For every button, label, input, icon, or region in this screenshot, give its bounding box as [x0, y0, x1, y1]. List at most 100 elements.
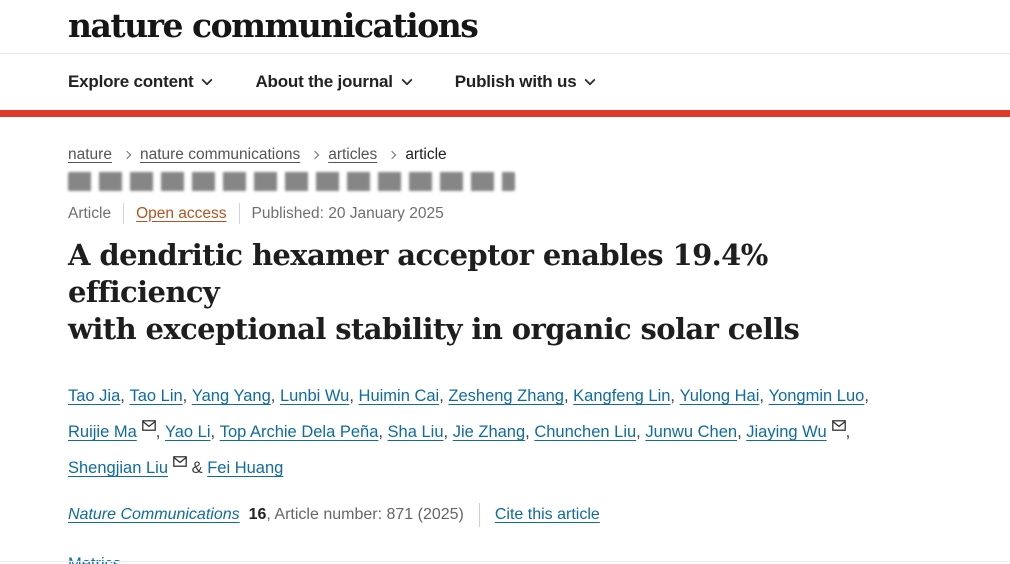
- author: Chunchen Liu,: [534, 423, 645, 441]
- author: Ruijie Ma,: [68, 420, 165, 441]
- chevron-down-icon: [584, 73, 597, 86]
- author: Top Archie Dela Peña,: [220, 423, 388, 441]
- author-separator: ,: [636, 423, 646, 441]
- article-title-line2: with exceptional stability in organic so…: [68, 312, 800, 346]
- author-separator: ,: [120, 387, 130, 405]
- breadcrumb-link[interactable]: articles: [328, 146, 378, 163]
- author-separator: ,: [349, 387, 359, 405]
- divider: [123, 203, 125, 224]
- nav-item-label: About the journal: [255, 72, 393, 91]
- nav-item[interactable]: Publish with us: [454, 72, 597, 92]
- author-link[interactable]: Kangfeng Lin: [573, 387, 671, 405]
- breadcrumb-item: nature communications: [140, 146, 328, 164]
- author-link[interactable]: Top Archie Dela Peña: [219, 423, 379, 441]
- author-separator: ,: [378, 423, 388, 441]
- author: Tao Lin,: [129, 387, 191, 405]
- cite-this-article-link[interactable]: Cite this article: [494, 506, 600, 523]
- author-link[interactable]: Junwu Chen: [645, 423, 738, 441]
- breadcrumb: nature nature communications articles ar…: [68, 146, 942, 164]
- nav-item-label: Publish with us: [454, 72, 577, 91]
- breadcrumb-item: nature: [68, 146, 140, 164]
- author: Zesheng Zhang,: [448, 387, 573, 405]
- author-link[interactable]: Yang Yang: [191, 387, 271, 405]
- email-envelope-icon[interactable]: [173, 444, 187, 480]
- metrics-link[interactable]: Metrics: [68, 555, 122, 564]
- author-link[interactable]: Shengjian Liu: [68, 459, 168, 477]
- breadcrumb-link[interactable]: nature communications: [139, 146, 301, 163]
- author-separator: ,: [155, 423, 165, 441]
- author-separator: ,: [864, 387, 869, 405]
- author: Huimin Cai,: [359, 387, 449, 405]
- article-meta-row: Article Open access Published: 20 Januar…: [68, 203, 942, 224]
- author: Yao Li,: [165, 423, 220, 441]
- author: Kangfeng Lin,: [573, 387, 679, 405]
- author: Yongmin Luo,: [769, 387, 869, 405]
- author-link[interactable]: Tao Lin: [129, 387, 183, 405]
- author-link[interactable]: Fei Huang: [207, 459, 284, 477]
- main-nav: Explore content About the journal Publis…: [0, 54, 1010, 110]
- author-separator: ,: [563, 387, 574, 405]
- chevron-right-icon: [310, 150, 320, 160]
- article-title-line1: A dendritic hexamer acceptor enables 19.…: [68, 238, 768, 309]
- author-separator: ,: [737, 423, 747, 441]
- divider: [238, 203, 240, 224]
- article-number-text: , Article number: 871 (2025): [266, 506, 464, 523]
- author: Jie Zhang,: [453, 423, 535, 441]
- open-access-link[interactable]: Open access: [136, 204, 227, 222]
- author-link[interactable]: Sha Liu: [387, 423, 444, 441]
- chevron-down-icon: [401, 73, 413, 86]
- author-separator: ,: [670, 387, 680, 405]
- author: Yang Yang,: [192, 387, 280, 405]
- breadcrumb-link[interactable]: article: [405, 146, 447, 163]
- article-title: A dendritic hexamer acceptor enables 19.…: [68, 237, 928, 348]
- citation-row: Nature Communications 16 , Article numbe…: [68, 503, 942, 527]
- author-link[interactable]: Jie Zhang: [452, 423, 526, 441]
- published-date: Published: 20 January 2025: [251, 204, 444, 222]
- bottom-divider: [0, 561, 1010, 562]
- nav-item[interactable]: About the journal: [255, 72, 413, 92]
- nav-item-label: Explore content: [68, 72, 194, 91]
- author-separator: ,: [439, 387, 449, 405]
- author-link[interactable]: Chunchen Liu: [534, 423, 637, 441]
- author: Junwu Chen,: [645, 423, 746, 441]
- author-separator: ,: [182, 387, 192, 405]
- author-link[interactable]: Tao Jia: [68, 387, 121, 405]
- divider: [478, 503, 480, 527]
- author-link[interactable]: Jiaying Wu: [746, 423, 827, 441]
- journal-logo[interactable]: nature communications: [68, 6, 479, 45]
- author-link[interactable]: Ruijie Ma: [68, 423, 137, 441]
- author: Shengjian Liu &: [68, 456, 207, 477]
- author-link[interactable]: Huimin Cai: [358, 387, 440, 405]
- author-link[interactable]: Yao Li: [164, 423, 211, 441]
- author-link[interactable]: Yulong Hai: [679, 387, 760, 405]
- author: Jiaying Wu,: [746, 420, 851, 441]
- journal-link[interactable]: Nature Communications: [68, 506, 240, 523]
- author: Fei Huang: [207, 459, 283, 477]
- author-link[interactable]: Zesheng Zhang: [448, 387, 564, 405]
- author: Yulong Hai,: [680, 387, 769, 405]
- breadcrumb-item: article: [405, 146, 446, 164]
- author-link[interactable]: Yongmin Luo: [768, 387, 865, 405]
- main-content: nature nature communications articles ar…: [0, 146, 1010, 564]
- breadcrumb-item: articles: [328, 146, 405, 164]
- author: Tao Jia,: [68, 387, 129, 405]
- nav-item[interactable]: Explore content: [68, 72, 214, 92]
- email-envelope-icon[interactable]: [141, 408, 156, 444]
- author: Sha Liu,: [388, 423, 453, 441]
- author-separator: ,: [845, 423, 851, 441]
- volume-number: 16: [248, 506, 267, 523]
- author-separator: ,: [210, 423, 220, 441]
- breadcrumb-link[interactable]: nature: [68, 146, 112, 163]
- author-separator: ,: [759, 387, 769, 405]
- render-artifact: [68, 172, 515, 191]
- email-envelope-icon[interactable]: [831, 408, 846, 444]
- article-type-label: Article: [68, 204, 112, 222]
- chevron-down-icon: [201, 73, 214, 86]
- site-header: nature communications: [0, 0, 1010, 54]
- author-link[interactable]: Lunbi Wu: [279, 387, 350, 405]
- chevron-right-icon: [122, 150, 132, 160]
- author: Lunbi Wu,: [280, 387, 359, 405]
- brand-accent-bar: [0, 110, 1010, 117]
- author-list: Tao Jia, Tao Lin, Yang Yang, Lunbi Wu, H…: [68, 378, 940, 486]
